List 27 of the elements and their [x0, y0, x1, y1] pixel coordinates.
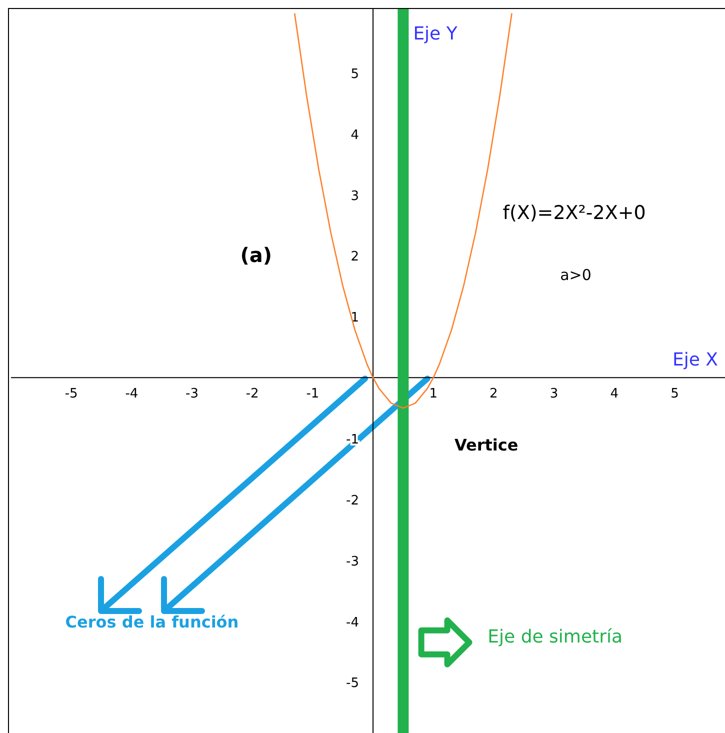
x-tick-label: 5 — [670, 386, 679, 402]
x-tick-label: -3 — [186, 386, 198, 402]
ref-line-label: Eje de simetría — [488, 626, 623, 648]
annotation: Ceros de la función — [65, 612, 239, 632]
y-tick-label: -2 — [346, 493, 360, 508]
annotation: a>0 — [560, 266, 592, 284]
y-tick-label: 1 — [350, 310, 360, 326]
y-tick-label: 2 — [350, 250, 360, 265]
x-tick-label: 1 — [429, 386, 438, 402]
x-axis-title: Eje X — [672, 350, 718, 371]
x-tick-label: 3 — [550, 386, 558, 402]
annotation: Vertice — [454, 436, 518, 455]
x-tick-label: 4 — [610, 386, 619, 402]
annotation: f(X)=2X²-2X+0 — [502, 202, 646, 224]
x-tick-label: 2 — [490, 386, 498, 402]
x-tick-label: -1 — [306, 386, 320, 402]
x-tick-label: -5 — [64, 386, 78, 402]
x-tick-label: -4 — [125, 386, 138, 402]
y-tick-label: 3 — [350, 188, 360, 204]
y-axis-title: Eje Y — [413, 23, 458, 44]
annotation: (a) — [240, 242, 272, 267]
y-tick-label: -5 — [346, 676, 360, 692]
y-tick-label: 5 — [350, 66, 360, 82]
x-tick-label: -2 — [246, 386, 259, 402]
y-tick-label: -3 — [346, 554, 360, 570]
y-tick-label: -4 — [346, 615, 360, 630]
y-tick-label: 4 — [350, 128, 360, 143]
